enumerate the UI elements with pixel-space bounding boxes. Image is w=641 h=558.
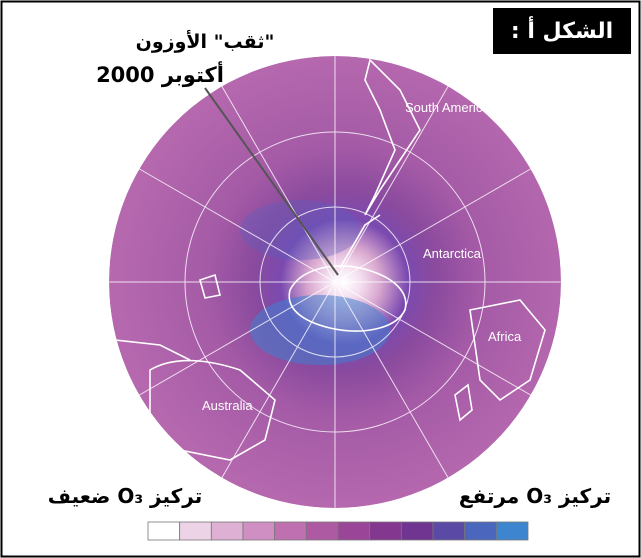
color-swatch	[242, 521, 276, 541]
color-swatch	[274, 521, 307, 541]
color-swatch	[369, 521, 402, 541]
annotation-pointer	[204, 87, 339, 276]
color-swatch	[495, 521, 529, 541]
figure-label-box	[493, 8, 631, 54]
color-swatch	[464, 521, 497, 541]
legend-high-label: تركيز O₃ مرتفع	[459, 484, 611, 508]
region-label: Antarctica	[423, 246, 482, 261]
map	[109, 56, 561, 508]
color-swatch	[147, 521, 181, 541]
annotation-date: أكتوبر 2000	[96, 60, 224, 87]
region-label: South America	[405, 100, 490, 115]
color-swatch	[305, 521, 339, 541]
color-swatch	[179, 521, 212, 541]
region-label: Australia	[202, 398, 253, 413]
color-swatch	[337, 521, 371, 541]
color-swatch	[432, 521, 466, 541]
legend-low-label: تركيز O₃ ضعيف	[48, 484, 202, 508]
color-bar	[147, 521, 529, 541]
color-swatch	[210, 521, 244, 541]
color-swatch	[400, 521, 434, 541]
annotation-title: "ثقب" الأوزون	[136, 30, 275, 53]
region-label: Africa	[488, 329, 522, 344]
figure-label: الشكل أ :	[511, 15, 613, 44]
